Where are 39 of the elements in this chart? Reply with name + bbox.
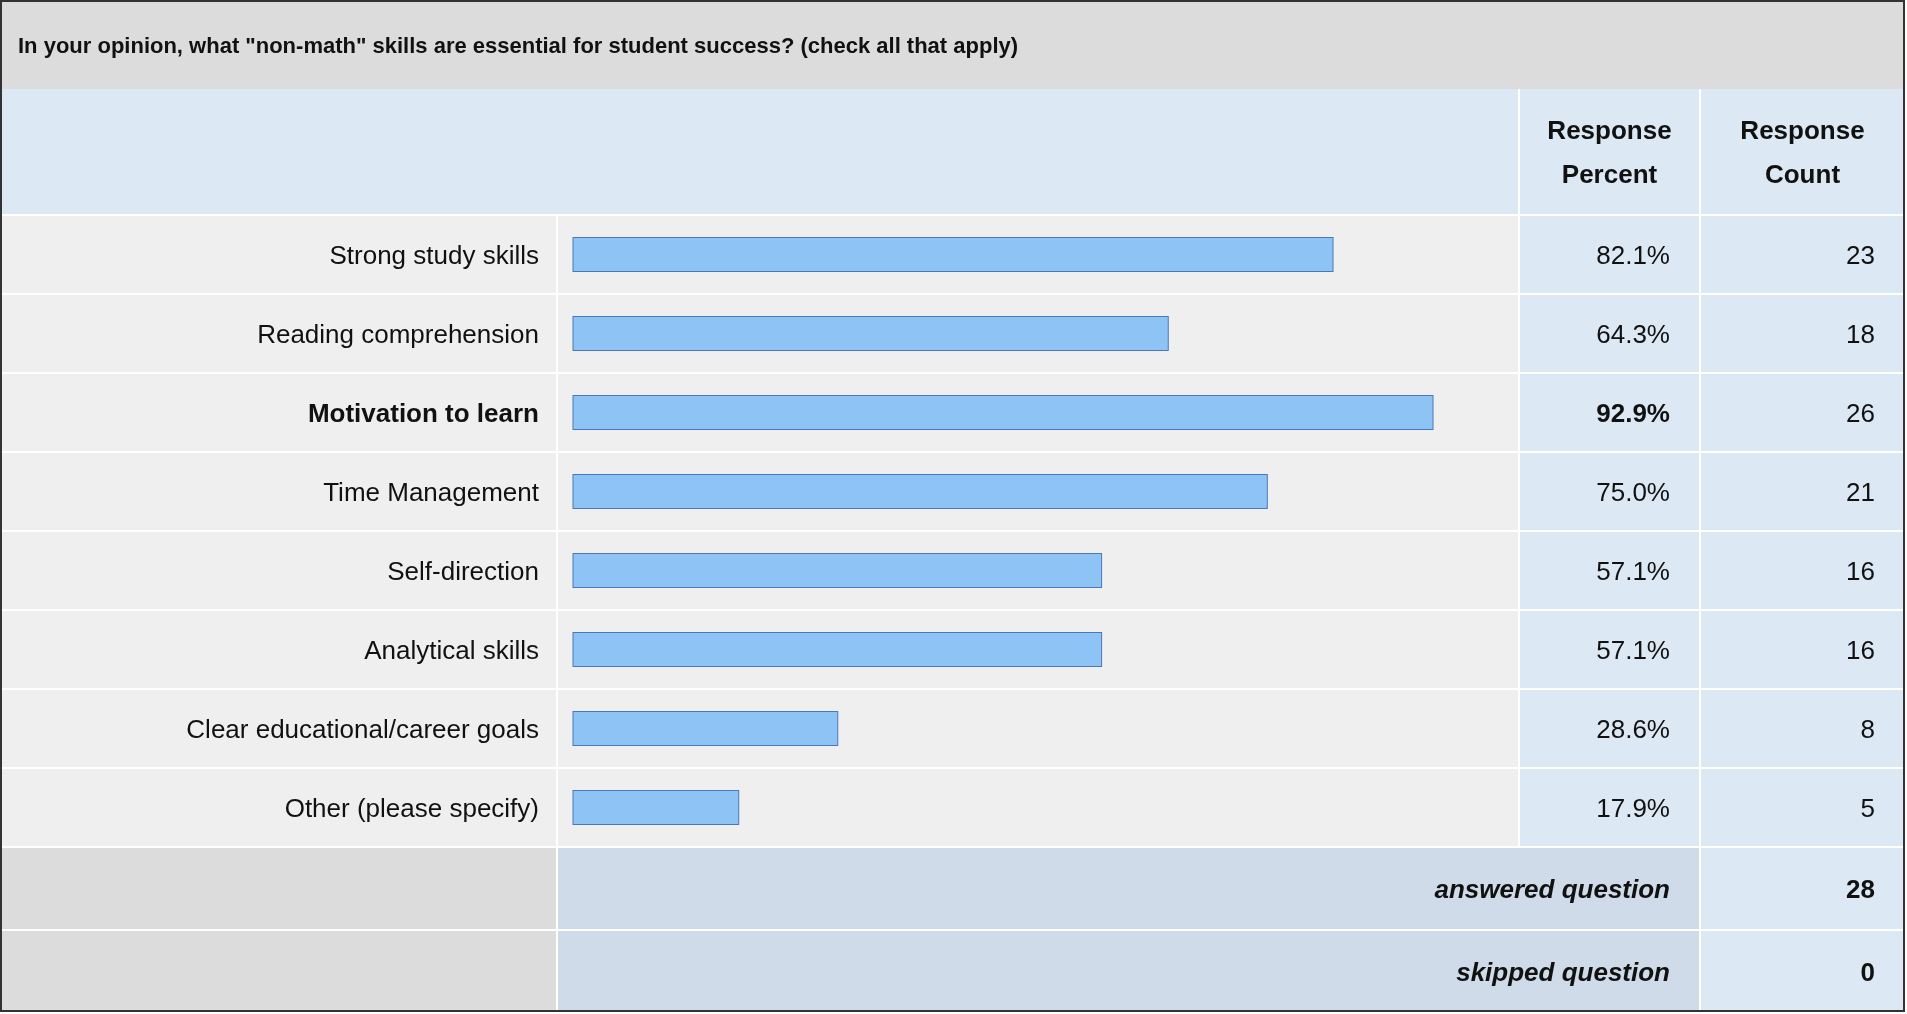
text: 16 bbox=[1846, 555, 1875, 586]
y-tick-label: Clear educational/career goals bbox=[186, 713, 539, 744]
y-tick-label: Time Management bbox=[323, 476, 540, 507]
text: Response Count bbox=[1740, 115, 1865, 189]
bar bbox=[572, 316, 1169, 351]
text: 16 bbox=[1846, 634, 1875, 665]
data-label: 64.3% bbox=[1596, 318, 1670, 349]
y-tick-label: Strong study skills bbox=[329, 239, 539, 270]
text: 21 bbox=[1846, 476, 1875, 507]
data-label: 28.6% bbox=[1596, 713, 1670, 744]
y-tick-label: Reading comprehension bbox=[257, 318, 539, 349]
text: 8 bbox=[1860, 713, 1875, 744]
bar bbox=[572, 711, 839, 746]
data-label: 57.1% bbox=[1596, 634, 1670, 665]
text: 26 bbox=[1846, 397, 1875, 428]
text: 18 bbox=[1846, 318, 1875, 349]
chart-title: In your opinion, what "non-math" skills are essential for student success? (check all that apply) bbox=[18, 32, 1019, 58]
bar bbox=[572, 395, 1434, 430]
y-tick-label: Other (please specify) bbox=[284, 792, 539, 823]
text: 23 bbox=[1846, 239, 1875, 270]
text: skipped question bbox=[1456, 956, 1670, 987]
data-label: 57.1% bbox=[1596, 555, 1670, 586]
text: answered question bbox=[1434, 873, 1670, 904]
text: 28 bbox=[1846, 873, 1875, 904]
text: 0 bbox=[1860, 956, 1875, 987]
bar bbox=[572, 474, 1268, 509]
data-label: 82.1% bbox=[1596, 239, 1670, 270]
bar bbox=[572, 632, 1103, 667]
bar bbox=[572, 553, 1103, 588]
bar bbox=[572, 237, 1334, 272]
text: 5 bbox=[1860, 792, 1875, 823]
data-label: 17.9% bbox=[1596, 792, 1670, 823]
data-label: 75.0% bbox=[1596, 476, 1670, 507]
y-tick-label: Analytical skills bbox=[364, 634, 539, 665]
text: Response Percent bbox=[1547, 115, 1672, 189]
y-tick-label: Motivation to learn bbox=[307, 397, 539, 428]
data-label: 92.9% bbox=[1596, 397, 1670, 428]
bar bbox=[572, 790, 740, 825]
y-tick-label: Self-direction bbox=[387, 555, 539, 586]
